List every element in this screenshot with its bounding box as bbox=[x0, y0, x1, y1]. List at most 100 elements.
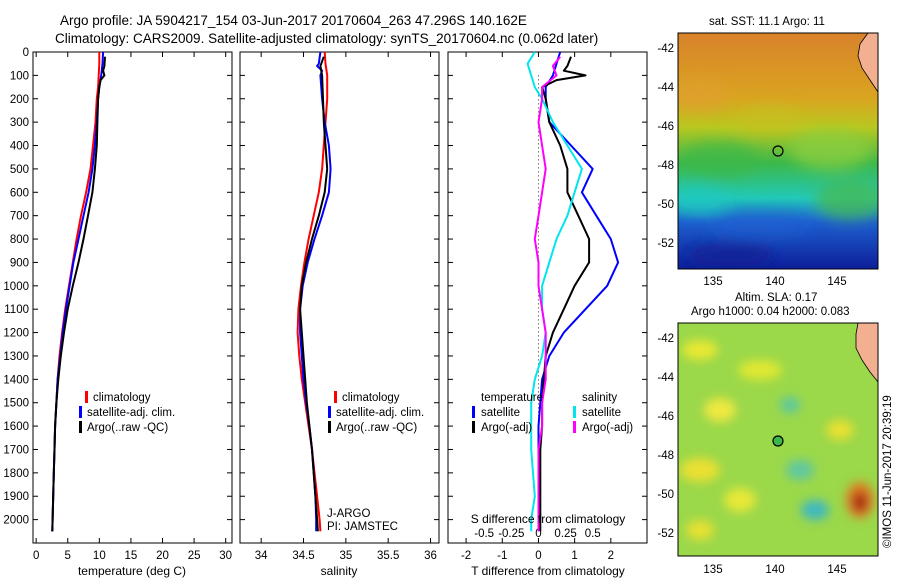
sla-map: Altim. SLA: 0.17 Argo h1000: 0.04 h2000:… bbox=[657, 292, 879, 576]
legend-swatch-s-argo bbox=[573, 421, 576, 433]
y-tick-label: 0 bbox=[23, 47, 29, 59]
x-tick-label: 5 bbox=[65, 550, 71, 562]
sla-float-marker bbox=[772, 435, 784, 447]
y-tick-label: 600 bbox=[10, 187, 29, 199]
y-tick-label: 1000 bbox=[3, 281, 29, 293]
sst-map: sat. SST: 11.1 Argo: 11 -42 -44 -46 -48 … bbox=[657, 16, 879, 288]
title-line-2: Climatology: CARS2009. Satellite-adjuste… bbox=[55, 31, 598, 46]
temperature-xlabel: temperature (deg C) bbox=[78, 564, 186, 578]
sst-yticks: -42 -44 -46 -48 -50 -52 bbox=[657, 43, 674, 250]
legend-label-satellite: satellite-adj. clim. bbox=[87, 407, 175, 419]
x-tick-label: 35 bbox=[339, 550, 352, 562]
y-tick-label: 900 bbox=[10, 257, 29, 269]
svg-text:-42: -42 bbox=[657, 43, 674, 55]
legend-swatch-satellite bbox=[79, 406, 82, 418]
svg-text:145: 145 bbox=[827, 564, 846, 576]
svg-text:-50: -50 bbox=[657, 489, 674, 501]
svg-text:-46: -46 bbox=[657, 121, 674, 133]
y-tick-label: 1400 bbox=[3, 374, 29, 386]
svg-text:-44: -44 bbox=[657, 82, 674, 94]
x-tick-label: 36 bbox=[424, 550, 437, 562]
annotation-jargo: J-ARGO bbox=[327, 508, 371, 520]
y-tick-label: 500 bbox=[10, 164, 29, 176]
temperature-panel-frame bbox=[32, 51, 233, 544]
temperature-argo-adj-line bbox=[539, 56, 591, 532]
title-line-1: Argo profile: JA 5904217_154 03-Jun-2017… bbox=[60, 13, 527, 28]
x-tick-label: 0 bbox=[535, 550, 541, 562]
svg-text:-48: -48 bbox=[657, 160, 674, 172]
legend-label-t-satellite: satellite bbox=[481, 407, 520, 419]
legend-swatch-climatology bbox=[85, 391, 88, 403]
y-tick-label: 1500 bbox=[3, 398, 29, 410]
y-tick-label: 200 bbox=[10, 94, 29, 106]
y-tick-label: 2000 bbox=[3, 515, 29, 527]
legend-swatch-argo bbox=[79, 421, 82, 433]
top-x-tick-label: -0.5 bbox=[474, 528, 494, 540]
annotation-pi: PI: JAMSTEC bbox=[327, 521, 398, 533]
legend-label-argo: Argo(..raw -QC) bbox=[336, 422, 417, 434]
legend-label-argo: Argo(..raw -QC) bbox=[87, 422, 168, 434]
legend-swatch-t-argo bbox=[472, 421, 475, 433]
difference-panel: -2 -1 0 1 2 -0.5 -0.25 0 0.25 0.5 bbox=[448, 51, 647, 562]
y-tick-label: 1600 bbox=[3, 421, 29, 433]
svg-text:-42: -42 bbox=[657, 333, 674, 345]
y-tick-label: 1100 bbox=[4, 304, 29, 316]
x-tick-label: 2 bbox=[608, 550, 614, 562]
svg-text:-46: -46 bbox=[657, 411, 674, 423]
legend-label-t-argo: Argo(-adj) bbox=[481, 422, 532, 434]
x-tick-label: 30 bbox=[219, 550, 232, 562]
y-tick-label: 400 bbox=[10, 141, 29, 153]
svg-text:145: 145 bbox=[827, 276, 846, 288]
sst-coastline bbox=[857, 33, 878, 93]
y-tick-label: 1700 bbox=[3, 444, 29, 456]
y-tick-label: 300 bbox=[10, 117, 29, 129]
y-tick-label: 1200 bbox=[3, 328, 29, 340]
x-tick-label: 34 bbox=[255, 550, 268, 562]
svg-text:140: 140 bbox=[765, 564, 784, 576]
salinity-argo-adj-line bbox=[533, 56, 561, 532]
y-tick-label: 700 bbox=[10, 211, 29, 223]
x-tick-label: 34.5 bbox=[292, 550, 314, 562]
svg-text:140: 140 bbox=[765, 276, 784, 288]
svg-text:-52: -52 bbox=[657, 238, 674, 250]
satellite-adj-clim-line bbox=[299, 51, 332, 532]
legend-label-s-argo: Argo(-adj) bbox=[582, 422, 633, 434]
sla-coastline bbox=[855, 323, 878, 383]
x-tick-label: 25 bbox=[188, 550, 201, 562]
y-tick-label: 1800 bbox=[3, 468, 29, 480]
salinity-satellite-line bbox=[526, 51, 583, 532]
svg-text:-52: -52 bbox=[657, 528, 674, 540]
x-tick-label: 0 bbox=[33, 550, 39, 562]
y-tick-label: 100 bbox=[10, 70, 29, 82]
svg-text:-50: -50 bbox=[657, 199, 674, 211]
climatology-line bbox=[51, 52, 101, 532]
salinity-legend: climatology satellite-adj. clim. Argo(..… bbox=[327, 391, 424, 533]
legend-label-climatology: climatology bbox=[93, 392, 151, 404]
difference-top-xlabel: S difference from climatology bbox=[471, 512, 626, 526]
temperature-panel: 0 5 10 15 20 25 300100200300400500600700800900… bbox=[3, 47, 232, 562]
sst-float-marker bbox=[772, 145, 784, 157]
x-tick-label: 10 bbox=[93, 550, 106, 562]
legend-swatch-s-satellite bbox=[573, 406, 576, 418]
x-tick-label: 1 bbox=[571, 550, 577, 562]
legend-heading-salinity: salinity bbox=[582, 392, 617, 404]
y-tick-label: 800 bbox=[10, 234, 29, 246]
legend-swatch-t-satellite bbox=[472, 406, 475, 418]
difference-panel-frame bbox=[447, 51, 648, 544]
sla-texture bbox=[680, 340, 874, 540]
sla-xticks: 135 140 145 bbox=[703, 564, 846, 576]
svg-text:135: 135 bbox=[703, 276, 722, 288]
x-tick-label: -2 bbox=[461, 550, 471, 562]
legend-label-s-satellite: satellite bbox=[582, 407, 621, 419]
argo-raw-qc-line bbox=[51, 56, 106, 532]
legend-label-climatology: climatology bbox=[342, 392, 400, 404]
svg-text:-48: -48 bbox=[657, 450, 674, 462]
x-tick-label: 15 bbox=[125, 550, 138, 562]
legend-heading-temperature: temperature bbox=[481, 392, 543, 404]
sla-map-title-2: Argo h1000: 0.04 h2000: 0.083 bbox=[691, 306, 850, 318]
legend-swatch-satellite bbox=[328, 406, 331, 418]
salinity-panel: 34 34.5 35 35.5 36 bbox=[240, 51, 439, 562]
difference-legend: temperature satellite Argo(-adj) salinit… bbox=[472, 392, 633, 434]
x-tick-label: 20 bbox=[156, 550, 169, 562]
